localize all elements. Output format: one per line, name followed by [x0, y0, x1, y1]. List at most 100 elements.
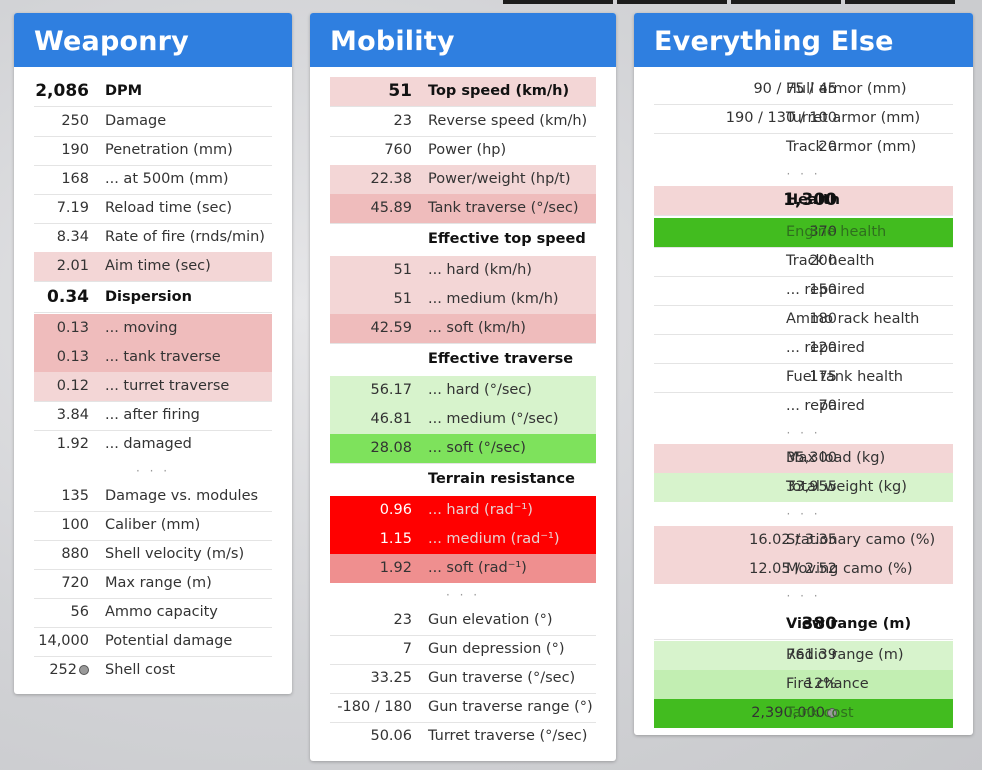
stat-row: 46.81 ... medium (°/sec) — [330, 405, 596, 435]
stat-label: ... soft (km/h) — [428, 320, 526, 336]
stat-value-text: 200 — [809, 253, 837, 269]
stat-value: 370 — [809, 218, 837, 247]
stat-label: ... hard (km/h) — [428, 262, 532, 278]
stat-value-text: 50.06 — [370, 728, 412, 744]
stat-value: 761.39 — [786, 641, 837, 670]
stat-row: 45.89 Tank traverse (°/sec) — [330, 194, 596, 224]
weaponry-panel: Weaponry 2,086 DPM 250 Damage 190 Penetration … — [14, 13, 292, 694]
stat-value: 14,000 — [38, 627, 89, 656]
stat-value-text: 51 — [393, 291, 412, 307]
stat-label: ... after firing — [105, 407, 200, 423]
stat-value: 22.38 — [370, 165, 412, 194]
stat-row: 12.05 / 2.52 Moving camo (%) — [654, 555, 953, 584]
stat-value-text: 720 — [61, 575, 89, 591]
stat-label: Effective top speed — [428, 231, 586, 247]
stat-value: 23 — [394, 107, 412, 136]
stat-value: 190 — [61, 136, 89, 165]
top-nav-button-2[interactable] — [617, 0, 727, 4]
stat-value-text: 370 — [809, 224, 837, 240]
stat-label: Power/weight (hp/t) — [428, 171, 571, 187]
stat-row: 0.12 ... turret traverse — [34, 372, 272, 402]
silver-coin-icon — [827, 708, 837, 718]
silver-coin-icon — [79, 665, 89, 675]
stat-value-text: 760 — [384, 142, 412, 158]
stat-value-text: 120 — [809, 340, 837, 356]
stat-value: 7.19 — [57, 194, 89, 223]
top-nav-button-3[interactable] — [731, 0, 841, 4]
stat-value-text: 56 — [70, 604, 89, 620]
stat-label: ... repaired — [786, 398, 865, 414]
stat-value: 0.12 — [57, 372, 89, 401]
stat-value-text: 0.34 — [47, 287, 89, 307]
stat-label: Max range (m) — [105, 575, 212, 591]
stat-value: 28.08 — [370, 434, 412, 463]
stat-value: 168 — [61, 165, 89, 194]
stat-row: 50.06 Turret traverse (°/sec) — [330, 722, 596, 751]
stat-value: 45.89 — [370, 194, 412, 223]
stat-value: 150 — [809, 276, 837, 305]
everything-else-panel: Everything Else 90 / 75 / 45 Hull armor (m… — [634, 13, 973, 735]
stat-value-text: 1.15 — [379, 531, 412, 547]
stat-value-text: 252 — [49, 662, 77, 678]
stat-row: 0.96 ... hard (rad⁻¹) — [330, 496, 596, 526]
stat-value-text: 250 — [61, 113, 89, 129]
stat-label: ... repaired — [786, 282, 865, 298]
stat-label: Gun traverse range (°) — [428, 699, 593, 715]
stat-value-text: 46.81 — [370, 411, 412, 427]
stat-row: 90 / 75 / 45 Hull armor (mm) — [654, 75, 953, 105]
stat-value: 23 — [394, 606, 412, 635]
stat-label: ... soft (rad⁻¹) — [428, 560, 527, 576]
stat-value-text: 33.25 — [370, 670, 412, 686]
stat-row: 12% Fire chance — [654, 670, 953, 700]
stat-value: 12.05 / 2.52 — [749, 555, 837, 584]
stat-row: 22.38 Power/weight (hp/t) — [330, 165, 596, 195]
stat-value: 33.25 — [370, 664, 412, 693]
stat-value: 760 — [384, 136, 412, 165]
stat-value-text: 2,086 — [35, 81, 89, 101]
stat-value-text: 8.34 — [56, 229, 89, 245]
stat-row: 28.08 ... soft (°/sec) — [330, 434, 596, 464]
stat-row: 70... repaired — [654, 392, 953, 421]
stat-label: ... hard (rad⁻¹) — [428, 502, 533, 518]
stat-row: 761.39 Radio range (m) — [654, 641, 953, 671]
stat-row: 42.59 ... soft (km/h) — [330, 314, 596, 344]
stat-value-text: 45.89 — [370, 200, 412, 216]
stat-value-text: 0.13 — [56, 320, 89, 336]
stat-value-text: 12.05 / 2.52 — [749, 561, 837, 577]
stat-value-text: 100 — [61, 517, 89, 533]
stat-row: 0.13 ... tank traverse — [34, 343, 272, 373]
stat-value: 250 — [61, 107, 89, 136]
stat-value-text: 35,300 — [786, 450, 837, 466]
stat-value: 42.59 — [370, 314, 412, 343]
stat-value: 56.17 — [370, 376, 412, 405]
stat-label: Top speed (km/h) — [428, 83, 570, 99]
stat-value-text: 51 — [388, 81, 412, 101]
ellipsis: · · · — [654, 500, 953, 529]
stat-row: 20 Track armor (mm) — [654, 133, 953, 162]
top-nav-button-4[interactable] — [845, 0, 955, 4]
stat-value-text: 175 — [809, 369, 837, 385]
stat-row: 200 Track health — [654, 247, 953, 277]
stat-value: 33,955 — [786, 473, 837, 502]
stat-label: ... repaired — [786, 340, 865, 356]
stat-label: ... at 500m (mm) — [105, 171, 229, 187]
stat-label: Damage — [105, 113, 167, 129]
stat-label: Tank cost — [786, 705, 854, 721]
stat-value-text: · · · — [786, 589, 821, 603]
stat-label: Engine health — [786, 224, 887, 240]
stat-label: ... medium (km/h) — [428, 291, 559, 307]
stat-value-text: 0.13 — [56, 349, 89, 365]
stat-value-text: 16.02 / 3.35 — [749, 532, 837, 548]
stat-row: 1.92 ... soft (rad⁻¹) — [330, 554, 596, 583]
stat-value: 50.06 — [370, 722, 412, 751]
stat-label: Track armor (mm) — [786, 139, 917, 155]
stat-label: ... hard (°/sec) — [428, 382, 532, 398]
stat-value-text: -180 / 180 — [337, 699, 412, 715]
stat-value-text: 880 — [61, 546, 89, 562]
top-nav-button-1[interactable] — [503, 0, 613, 4]
stat-value-text: 2,390,000 — [751, 705, 825, 721]
mobility-panel: Mobility 51 Top speed (km/h) 23 Reverse spee… — [310, 13, 616, 761]
stat-row: 23 Reverse speed (km/h) — [330, 107, 596, 137]
stat-value-text: 380 — [801, 614, 838, 634]
everything-else-title: Everything Else — [634, 13, 973, 67]
